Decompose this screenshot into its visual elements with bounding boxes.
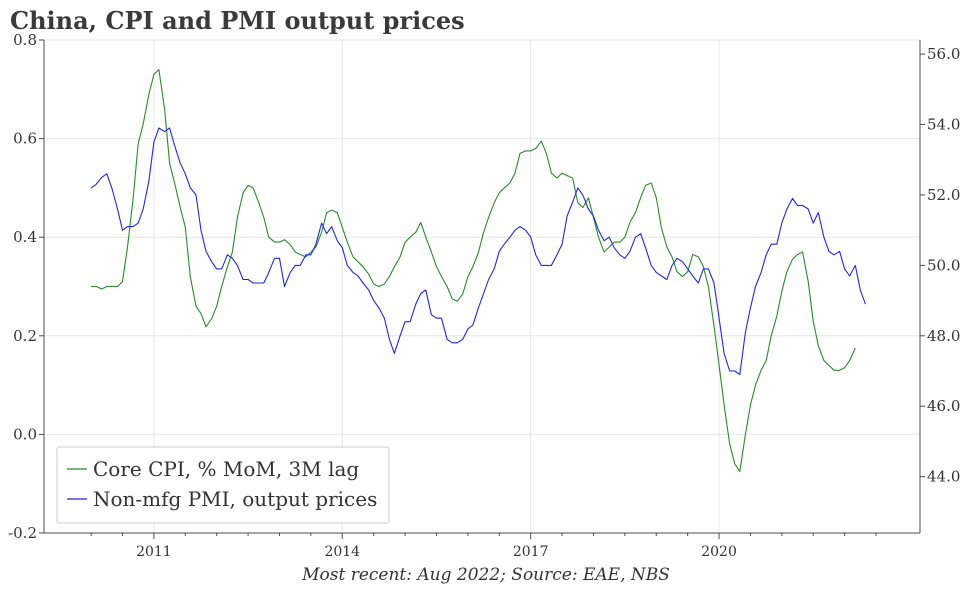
legend-label: Non-mfg PMI, output prices	[93, 487, 377, 511]
core-cpi-line	[91, 69, 856, 472]
right-tick-label: 46.0	[927, 397, 960, 415]
chart-title: China, CPI and PMI output prices	[10, 6, 465, 35]
x-tick-label: 2014	[324, 544, 360, 560]
pmi-line	[90, 127, 866, 376]
right-tick-label: 48.0	[927, 327, 960, 345]
x-tick-label: 2020	[701, 544, 737, 560]
right-tick-label: 54.0	[927, 116, 960, 134]
legend-box	[56, 446, 390, 524]
left-tick-label: 0.2	[13, 327, 37, 345]
left-tick-label: 0.6	[13, 130, 37, 148]
grid-lines	[44, 39, 920, 534]
left-tick-label: -0.2	[8, 524, 37, 542]
series-lines	[90, 69, 866, 472]
right-tick-label: 56.0	[927, 45, 960, 63]
x-tick-label: 2011	[136, 544, 172, 560]
left-tick-label: 0.8	[13, 31, 37, 49]
left-tick-label: 0.4	[13, 228, 37, 246]
plot-frame	[43, 40, 921, 534]
x-tick-label: 2017	[513, 544, 549, 560]
source-caption: Most recent: Aug 2022; Source: EAE, NBS	[302, 565, 670, 585]
legend: Core CPI, % MoM, 3M lag Non-mfg PMI, outp…	[56, 446, 390, 524]
legend-label: Core CPI, % MoM, 3M lag	[93, 457, 359, 481]
right-tick-label: 52.0	[927, 186, 960, 204]
left-tick-label: 0.0	[13, 425, 37, 443]
right-tick-label: 44.0	[927, 468, 960, 486]
axes: -0.2 0.0 0.2 0.4 0.6 0.8 44.0 46.0 48.0 50.0 52.0 5…	[8, 31, 960, 560]
right-tick-label: 50.0	[927, 256, 960, 274]
